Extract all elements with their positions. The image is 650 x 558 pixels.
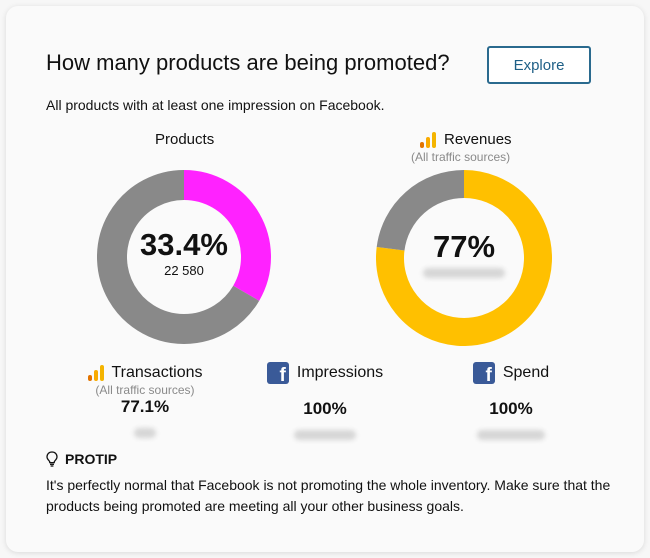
explore-button[interactable]: Explore [487,46,591,84]
donut-products-segment-rest [97,170,260,344]
revenues-percent: 77% [432,229,496,264]
revenues-donut [376,170,552,346]
facebook-icon: f [266,362,289,384]
spend-redacted [436,427,586,445]
analytics-icon [87,365,104,381]
products-chart-title-label: Products [155,131,215,148]
protip-label: PROTIP [65,451,118,467]
transactions-subtitle: (All traffic sources) [95,383,195,397]
analytics-icon [420,131,436,148]
protip-text: It's perfectly normal that Facebook is n… [46,477,611,514]
page-subtitle: All products with at least one impressio… [46,97,385,113]
impressions-metric: f Impressions 100% [250,362,400,445]
products-percent: 33.4% [140,227,228,262]
donut-revenues-segment-rest [376,170,465,252]
impressions-value: 100% [303,399,347,418]
donut-revenues-segment-value [376,170,552,346]
revenues-chart-title-label: Revenues [444,131,512,148]
revenues-chart-title: Revenues [420,131,512,148]
lightbulb-icon [46,451,58,467]
facebook-icon: f [472,362,495,384]
transactions-label: Transactions [111,364,203,381]
products-chart-title: Products [155,131,214,148]
spend-label: Spend [502,364,550,381]
transactions-redacted [70,425,220,443]
revenues-chart-subtitle: (All traffic sources) [411,150,511,164]
spend-metric: f Spend 100% [436,362,586,445]
transactions-metric: Transactions (All traffic sources) 77.1% [70,364,220,443]
products-donut [97,170,271,344]
revenues-value-redacted [376,265,552,283]
donut-products-segment-value [183,170,271,301]
protip-heading: PROTIP [46,451,117,467]
impressions-label: Impressions [296,364,384,381]
spend-value: 100% [489,399,533,418]
products-count: 22 580 [164,263,204,278]
page-title: How many products are being promoted? [46,50,450,75]
transactions-value: 77.1% [120,397,170,416]
impressions-redacted [250,427,400,445]
